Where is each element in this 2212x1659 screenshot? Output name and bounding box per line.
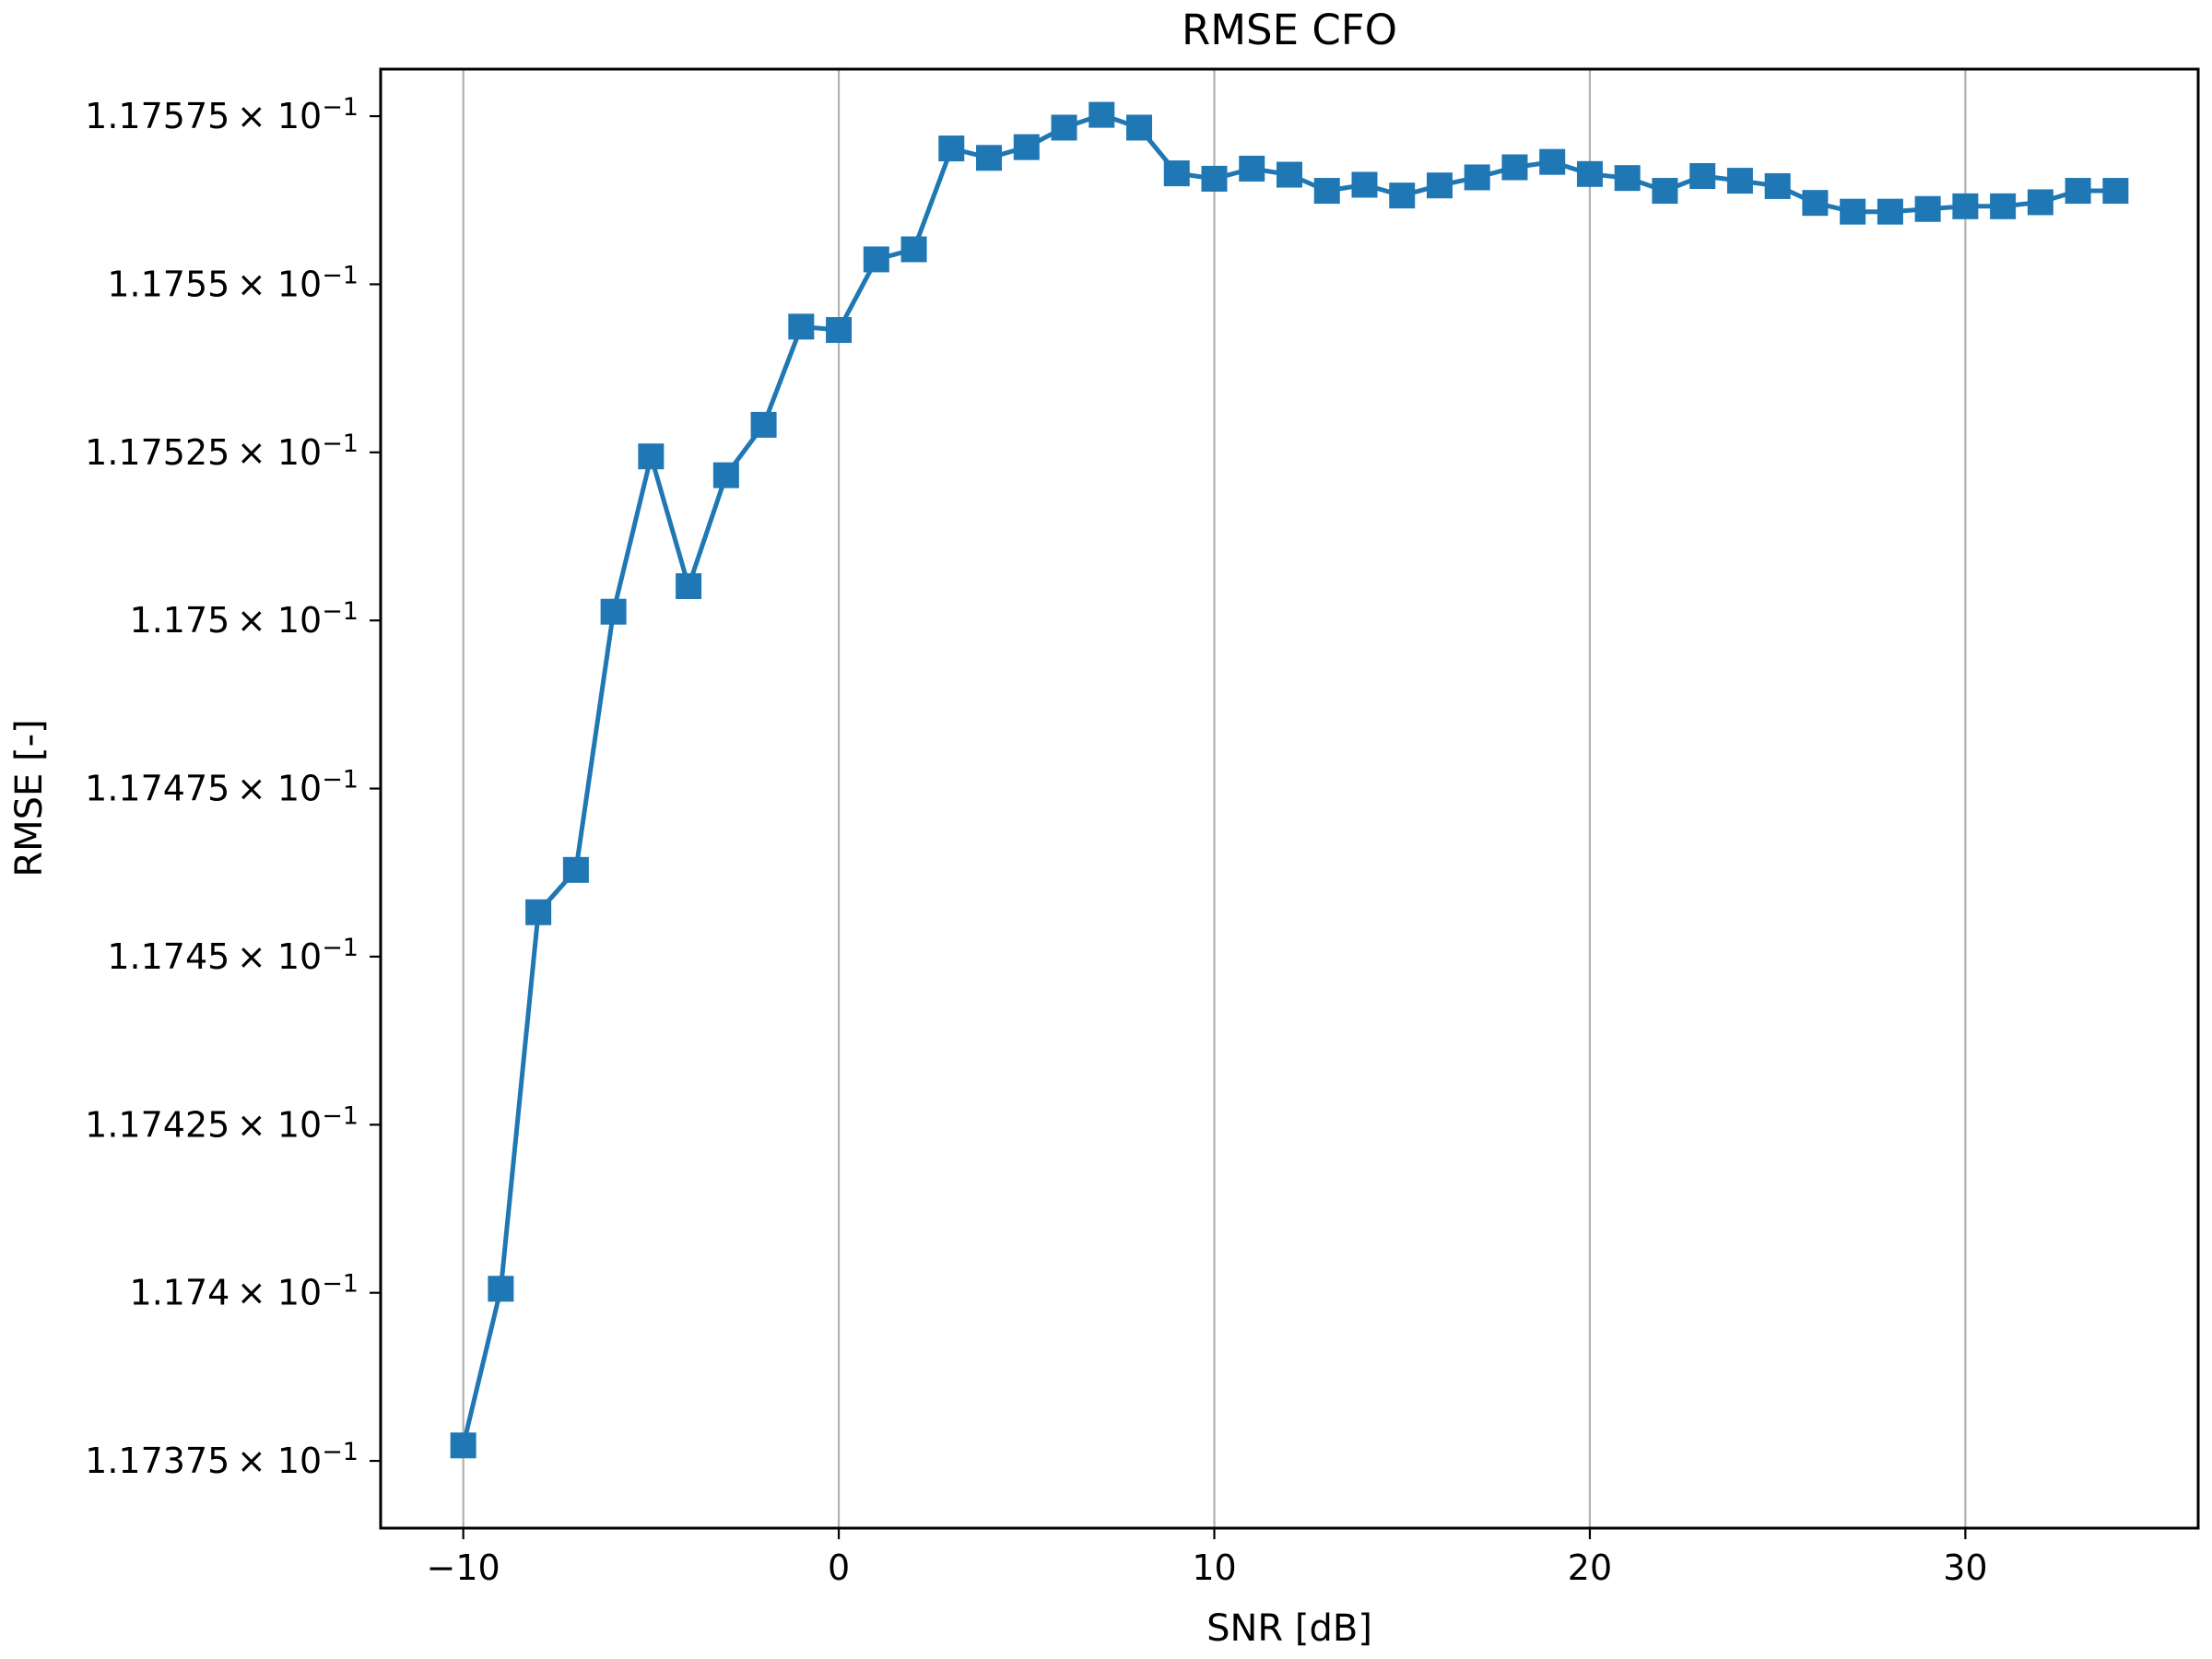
data-point-marker — [450, 1432, 477, 1459]
x-axis: −10 0 10 20 30 — [427, 1528, 1988, 1588]
data-point-marker — [1914, 195, 1941, 222]
x-tick-label: −10 — [427, 1547, 500, 1588]
y-tick-label: 1.1755 × 10−1 — [107, 261, 359, 304]
data-point-marker — [1877, 198, 1903, 225]
data-point-marker — [900, 236, 927, 263]
data-point-marker — [1726, 168, 1753, 194]
data-point-marker — [1652, 178, 1678, 205]
data-point-marker — [1952, 193, 1979, 219]
y-tick-label: 1.17525 × 10−1 — [85, 429, 359, 473]
chart-title: RMSE CFO — [1182, 6, 1397, 54]
data-point-marker — [1351, 171, 1378, 198]
data-point-marker — [562, 856, 589, 883]
data-point-marker — [863, 246, 889, 273]
data-point-marker — [1576, 160, 1603, 187]
data-point-marker — [1389, 182, 1416, 209]
data-point-marker — [1051, 114, 1077, 141]
data-point-marker — [2027, 189, 2053, 216]
data-point-marker — [676, 572, 702, 599]
data-point-marker — [788, 313, 815, 340]
data-point-marker — [826, 317, 853, 344]
y-axis: 1.17375 × 10−1 1.174 × 10−1 1.17425 × 10−1… — [85, 93, 381, 1481]
x-tick-label: 10 — [1192, 1547, 1236, 1588]
y-tick-label: 1.1745 × 10−1 — [107, 934, 359, 977]
data-point-marker — [1277, 161, 1302, 188]
x-tick-label: 30 — [1943, 1547, 1987, 1588]
y-tick-label: 1.17425 × 10−1 — [85, 1101, 359, 1145]
data-point-marker — [1990, 193, 2017, 219]
y-tick-label: 1.17575 × 10−1 — [85, 93, 359, 136]
data-point-marker — [638, 443, 665, 470]
data-point-marker — [938, 135, 965, 162]
data-point-marker — [488, 1276, 514, 1302]
data-point-marker — [1501, 154, 1528, 181]
series-layer — [450, 101, 2129, 1459]
data-point-marker — [1163, 160, 1190, 187]
data-point-marker — [1426, 172, 1453, 199]
data-point-marker — [1840, 198, 1866, 225]
data-point-marker — [1539, 148, 1566, 175]
data-point-marker — [1464, 164, 1490, 191]
data-point-marker — [525, 899, 552, 925]
data-point-marker — [976, 145, 1003, 171]
data-point-marker — [1313, 178, 1340, 205]
y-tick-label: 1.174 × 10−1 — [130, 1270, 359, 1313]
data-point-marker — [1013, 134, 1040, 160]
data-point-marker — [600, 598, 627, 625]
data-point-marker — [1614, 165, 1641, 192]
y-tick-label: 1.17375 × 10−1 — [85, 1438, 359, 1481]
data-point-marker — [1239, 155, 1265, 182]
x-tick-label: 0 — [828, 1547, 850, 1588]
y-tick-label: 1.17475 × 10−1 — [85, 766, 359, 809]
x-axis-title: SNR [dB] — [1206, 1607, 1372, 1650]
data-point-marker — [1802, 190, 1829, 217]
data-point-marker — [1126, 114, 1153, 141]
data-point-marker — [1764, 172, 1791, 199]
data-point-marker — [2065, 178, 2091, 205]
data-point-marker — [1201, 165, 1228, 192]
y-axis-title: RMSE [-] — [8, 719, 51, 877]
data-point-marker — [750, 411, 777, 438]
grid-lines — [462, 69, 1967, 1528]
data-point-marker — [1088, 101, 1115, 128]
data-point-marker — [712, 462, 739, 488]
data-point-marker — [2102, 178, 2129, 205]
plot-frame — [379, 67, 2200, 1530]
y-tick-label: 1.175 × 10−1 — [130, 597, 359, 641]
x-tick-label: 20 — [1568, 1547, 1612, 1588]
data-point-marker — [1689, 162, 1716, 189]
